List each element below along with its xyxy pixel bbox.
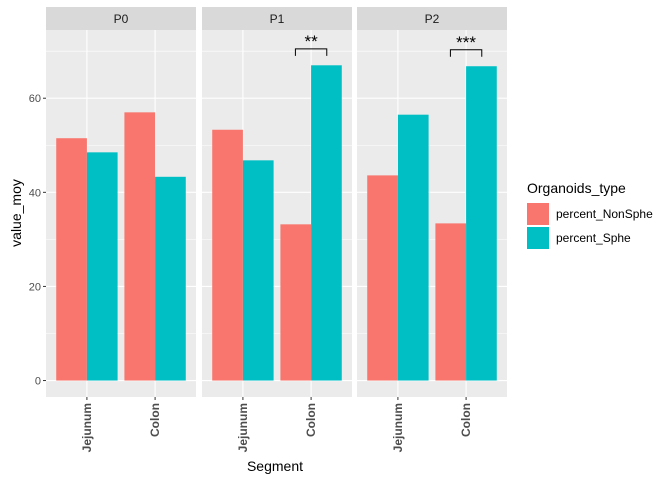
bar-percent_Sphe-jejunum xyxy=(397,114,429,381)
y-tick-label: 0 xyxy=(35,376,41,388)
bar-percent_NonSphe-colon xyxy=(124,112,156,381)
legend-key-percent_NonSphe xyxy=(527,203,549,225)
bar-percent_Sphe-colon xyxy=(155,176,186,381)
facet-strip-label: P2 xyxy=(425,12,440,26)
facet-strip-label: P0 xyxy=(114,12,129,26)
significance-bracket xyxy=(449,49,483,57)
facet-strip xyxy=(46,7,196,30)
facet-strip-label: P1 xyxy=(270,12,285,26)
bar-percent_Sphe-jejunum xyxy=(86,152,118,381)
x-tick-label: Colon xyxy=(459,403,473,437)
legend-label-percent_Sphe: percent_Sphe xyxy=(556,231,631,245)
x-tick-label: Jejunum xyxy=(236,403,250,452)
facet-strip xyxy=(202,7,352,30)
y-tick-label: 60 xyxy=(29,93,41,105)
y-axis-title: value_moy xyxy=(8,179,24,247)
bar-percent_NonSphe-colon xyxy=(280,224,312,381)
bar-percent_NonSphe-jejunum xyxy=(367,175,398,381)
bar-percent_Sphe-colon xyxy=(466,66,497,381)
x-tick-label: Jejunum xyxy=(80,403,94,452)
facet-strip xyxy=(357,7,507,30)
legend-key-percent_Sphe xyxy=(527,227,549,249)
y-tick-label: 40 xyxy=(29,187,41,199)
x-tick-label: Colon xyxy=(148,403,162,437)
x-tick-label: Jejunum xyxy=(391,403,405,452)
bar-percent_NonSphe-colon xyxy=(435,223,467,381)
bar-percent_NonSphe-jejunum xyxy=(56,138,87,381)
legend-title: Organoids_type xyxy=(527,180,626,196)
y-tick-label: 20 xyxy=(29,281,41,293)
significance-label: ** xyxy=(304,32,318,51)
significance-label: *** xyxy=(456,33,476,52)
bar-percent_Sphe-jejunum xyxy=(242,160,274,381)
bar-percent_Sphe-colon xyxy=(311,65,342,381)
significance-bracket xyxy=(294,48,328,56)
bar-percent_NonSphe-jejunum xyxy=(212,129,243,381)
legend: Organoids_type percent_NonSphe percent_Sp… xyxy=(527,180,653,249)
x-axis-title: Segment xyxy=(247,458,303,474)
x-tick-label: Colon xyxy=(304,403,318,437)
legend-label-percent_NonSphe: percent_NonSphe xyxy=(556,207,653,221)
